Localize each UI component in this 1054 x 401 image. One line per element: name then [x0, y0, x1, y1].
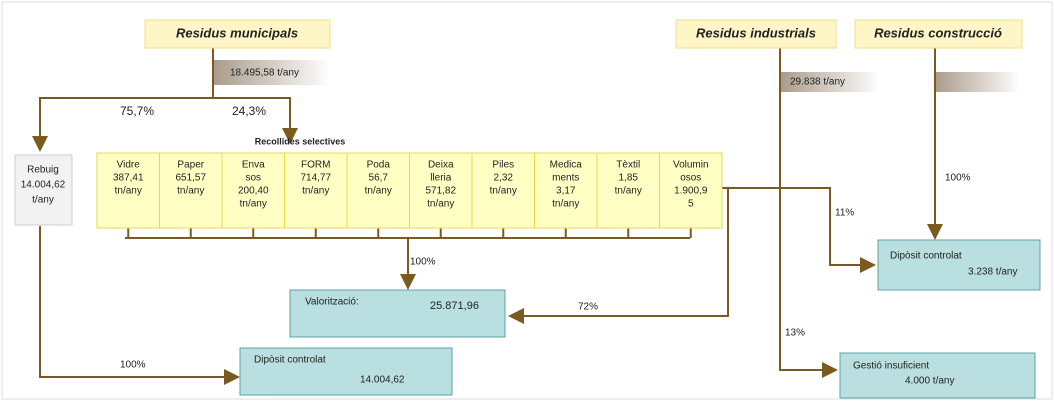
cell-text: 56,7	[369, 173, 389, 184]
rebuig-text: 14.004,62	[21, 180, 66, 191]
cell-text: tn/any	[115, 186, 142, 197]
cell-text: Medica	[550, 160, 583, 171]
cell-text: 651,57	[175, 173, 206, 184]
source-box	[144, 19, 331, 49]
cell-text: 714,77	[300, 173, 331, 184]
cell-text: FORM	[301, 160, 330, 171]
cell-text: 1.900,9	[674, 186, 708, 197]
box-label: Gestió insuficient	[853, 361, 929, 372]
rebuig-box	[14, 154, 73, 226]
amount: 18.495,58 t/any	[230, 68, 299, 79]
percentage: 75,7%	[120, 104, 154, 118]
cell-text: Poda	[367, 160, 391, 171]
cell-text: lleria	[430, 173, 452, 184]
percentage: 11%	[835, 208, 854, 219]
connectors	[32, 48, 1020, 385]
percentage: 13%	[785, 328, 805, 339]
source-box	[854, 19, 1023, 49]
cell-text: Tèxtil	[616, 160, 640, 171]
cell-text: tn/any	[615, 186, 642, 197]
percentage: 24,3%	[232, 104, 266, 118]
rebuig-text: Rebuig	[27, 165, 59, 176]
box-value: 25.871,96	[430, 300, 479, 312]
source-box	[675, 19, 837, 49]
cell-text: sos	[245, 173, 261, 184]
cell-text: Piles	[492, 160, 514, 171]
cell-text: ments	[552, 173, 579, 184]
percentage: 100%	[410, 257, 436, 268]
box-value: 4.000 t/any	[905, 376, 954, 387]
cell-text: Deixa	[428, 160, 454, 171]
cell-text: tn/any	[302, 186, 329, 197]
valoritzacio-box	[289, 289, 506, 338]
rebuig-text: t/any	[32, 195, 54, 206]
amount: 29.838 t/any	[790, 77, 845, 88]
cell-text: 1,85	[619, 173, 639, 184]
cell-text: 387,41	[113, 173, 144, 184]
box-label: Dipòsit controlat	[254, 355, 326, 366]
cell-text: tn/any	[365, 186, 392, 197]
cell-text: tn/any	[240, 199, 267, 210]
diposit-box	[239, 347, 453, 396]
cell-text: Volumin	[673, 160, 709, 171]
box-value: 14.004,62	[360, 375, 405, 386]
cell-text: 571,82	[425, 186, 456, 197]
source-label: Residus construcció	[874, 25, 1002, 40]
cell-text: Paper	[177, 160, 204, 171]
box-label: Dipòsit controlat	[890, 251, 962, 262]
box-label: Valorització:	[305, 297, 359, 308]
percentage: 100%	[120, 360, 146, 371]
box-value: 3.238 t/any	[968, 267, 1017, 278]
percentage: 100%	[945, 173, 971, 184]
cell-text: 2,32	[494, 173, 514, 184]
cell-text: osos	[680, 173, 701, 184]
cell-text: tn/any	[177, 186, 204, 197]
cell-text: 5	[688, 199, 694, 210]
gestio-box	[839, 352, 1036, 399]
cell-text: Vidre	[117, 160, 141, 171]
source-label: Residus municipals	[176, 25, 298, 40]
percentage: 72%	[578, 302, 598, 313]
diposit-box	[877, 239, 1041, 291]
source-label: Residus industrials	[696, 25, 816, 40]
cell-text: 3,17	[556, 186, 576, 197]
cell-text: Enva	[242, 160, 265, 171]
cell-text: 200,40	[238, 186, 269, 197]
cell-text: tn/any	[552, 199, 579, 210]
section-title: Recollides selectives	[255, 136, 346, 146]
cell-text: tn/any	[490, 186, 517, 197]
cell-text: tn/any	[427, 199, 454, 210]
